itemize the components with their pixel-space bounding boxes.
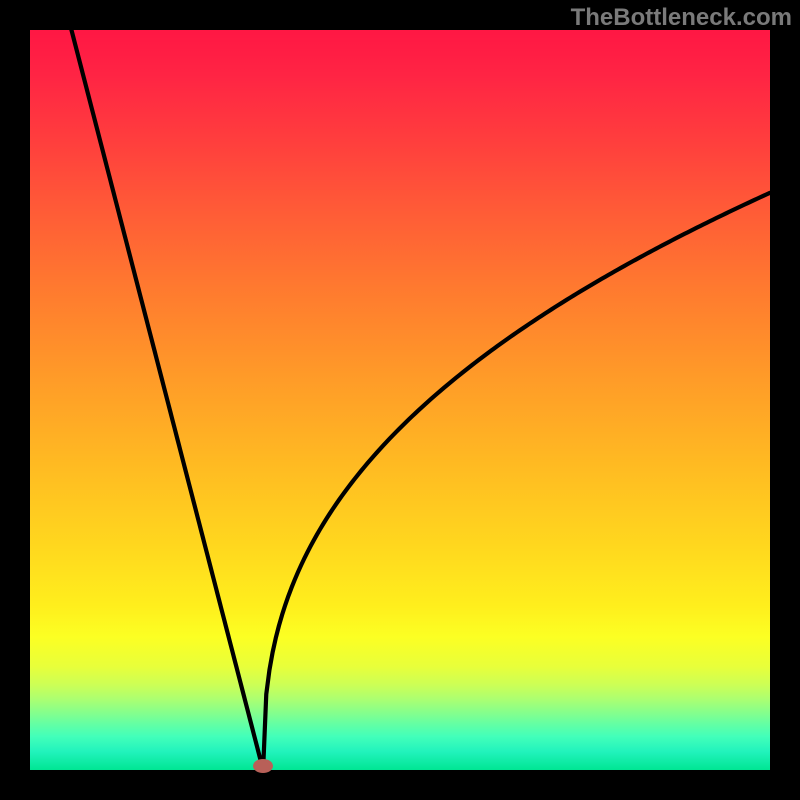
minimum-marker-ellipse xyxy=(253,759,273,773)
bottleneck-curve xyxy=(71,27,770,770)
curve-layer xyxy=(0,0,800,800)
chart-container: TheBottleneck.com xyxy=(0,0,800,800)
watermark-text: TheBottleneck.com xyxy=(571,4,792,32)
minimum-marker xyxy=(251,757,275,775)
